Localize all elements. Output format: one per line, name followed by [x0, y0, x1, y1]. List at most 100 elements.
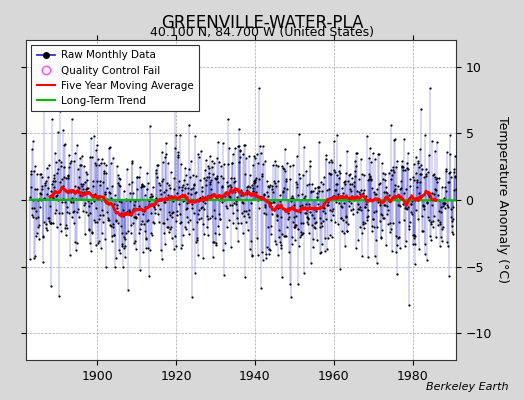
Point [361, 220, 369, 226]
Point [185, 166, 194, 172]
Point [430, 147, 439, 154]
Point [289, 194, 298, 201]
Point [139, 211, 147, 217]
Point [99, 178, 107, 185]
Point [109, 155, 117, 162]
Point [209, 239, 217, 245]
Point [403, 149, 412, 156]
Point [40, 219, 48, 225]
Point [415, 190, 423, 196]
Point [104, 188, 113, 195]
Point [157, 191, 165, 198]
Point [67, 188, 75, 195]
Point [333, 172, 342, 178]
Point [261, 158, 269, 164]
Point [169, 208, 178, 215]
Point [162, 187, 171, 194]
Point [162, 140, 170, 146]
Point [434, 221, 442, 228]
Point [78, 190, 86, 196]
Point [94, 156, 103, 162]
Point [80, 162, 89, 169]
Point [113, 205, 122, 211]
Point [245, 206, 254, 213]
Point [443, 204, 452, 210]
Point [331, 169, 340, 176]
Point [96, 212, 104, 218]
Point [338, 185, 346, 191]
Point [398, 163, 406, 170]
Point [235, 159, 243, 165]
Point [196, 215, 205, 221]
Point [236, 148, 244, 154]
Point [294, 171, 303, 177]
Point [192, 218, 201, 225]
Point [205, 164, 213, 171]
Point [213, 179, 222, 185]
Point [277, 244, 285, 251]
Point [449, 231, 457, 238]
Point [440, 199, 448, 206]
Point [158, 159, 167, 166]
Point [299, 229, 307, 236]
Point [195, 177, 204, 184]
Point [154, 162, 162, 168]
Point [213, 175, 222, 182]
Point [337, 215, 345, 221]
Point [227, 184, 235, 190]
Point [335, 170, 344, 177]
Point [442, 188, 450, 194]
Point [103, 185, 112, 191]
Point [332, 187, 340, 193]
Point [319, 204, 328, 210]
Point [285, 205, 293, 211]
Point [183, 204, 192, 211]
Point [59, 174, 68, 181]
Point [157, 149, 166, 156]
Point [280, 232, 289, 239]
Point [188, 200, 196, 207]
Point [436, 221, 444, 227]
Point [119, 245, 128, 251]
Point [41, 196, 49, 202]
Point [185, 231, 193, 238]
Point [153, 174, 161, 180]
Point [244, 214, 253, 220]
Point [286, 175, 294, 182]
Point [267, 211, 276, 218]
Point [180, 165, 189, 171]
Point [147, 230, 155, 236]
Point [387, 166, 395, 173]
Point [424, 191, 432, 198]
Point [445, 179, 453, 185]
Point [256, 194, 264, 201]
Point [122, 197, 130, 204]
Point [156, 197, 165, 203]
Point [168, 210, 176, 216]
Point [224, 160, 233, 167]
Point [389, 220, 397, 226]
Point [310, 215, 318, 221]
Point [383, 190, 391, 196]
Point [217, 173, 225, 180]
Point [226, 175, 235, 182]
Point [182, 206, 190, 212]
Point [242, 155, 250, 161]
Point [149, 202, 158, 208]
Point [72, 196, 80, 202]
Point [161, 150, 170, 157]
Point [279, 188, 288, 194]
Point [210, 238, 219, 245]
Point [408, 232, 417, 238]
Point [291, 224, 299, 230]
Point [242, 208, 250, 215]
Point [364, 177, 373, 183]
Point [29, 197, 37, 204]
Point [39, 233, 48, 239]
Point [97, 160, 105, 166]
Point [340, 230, 348, 236]
Point [438, 237, 446, 244]
Point [362, 201, 370, 208]
Point [322, 156, 330, 162]
Point [321, 209, 330, 216]
